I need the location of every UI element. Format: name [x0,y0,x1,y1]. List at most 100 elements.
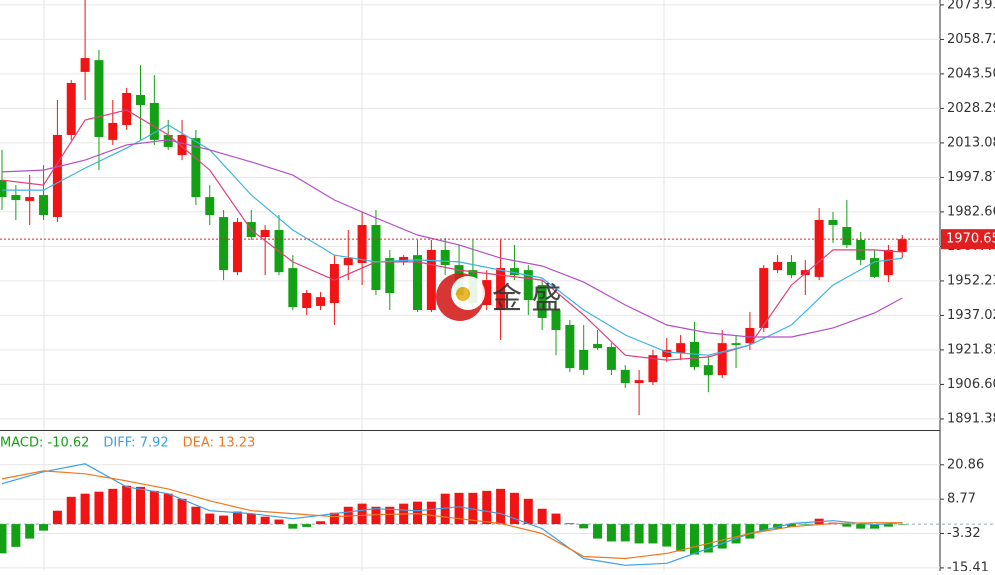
macd-bar [426,501,436,525]
macd-bar [634,524,644,544]
macd-bar [662,524,672,547]
y-tick-label: 1891.38 [947,411,995,426]
macd-bar [219,515,229,525]
y-tick-label: 1921.81 [947,342,995,357]
macd-bar [440,493,450,525]
macd-bar [122,485,132,525]
macd-bar [316,521,326,525]
macd-bar [856,524,866,529]
macd-bar [413,501,422,525]
macd-bar [482,490,492,525]
candle-body [108,122,118,140]
macd-bar [329,512,339,525]
candle-body [676,343,686,354]
macd-bar [551,513,561,525]
candle-body [66,83,76,135]
y-tick-label: -15.41 [947,560,989,571]
indicator-line [1,463,903,566]
candle-body [440,249,450,266]
candle-body [260,229,270,237]
candle-body [883,249,893,276]
candle-body [731,343,741,345]
candle-body [316,297,326,306]
macd-bar [25,524,35,539]
candle-body [385,258,395,294]
candle-body [371,224,381,291]
macd-bar [620,524,630,542]
macd-bar [11,524,21,547]
macd-bar [842,524,852,527]
y-tick-label: 1997.87 [947,170,995,185]
candle-body [786,261,796,276]
candle-body [357,224,367,264]
candle-body [205,197,215,215]
candle-body [25,197,35,201]
y-tick-label: 8.77 [947,492,976,507]
candle-body [11,195,21,201]
candle-body [0,180,7,198]
candle-body [745,327,755,344]
candle-body [523,270,533,301]
y-tick-label: 2043.50 [947,66,995,81]
macd-bar [274,519,284,525]
indicator-line [2,124,903,356]
macd-bar [897,524,907,525]
macd-bar [80,493,90,525]
candle-body [288,268,298,308]
macd-bar [52,510,62,525]
candle-body [122,92,132,125]
candle-body [496,268,506,311]
macd-bar [288,524,298,529]
macd-bar [94,491,104,525]
indicator-line [1,109,903,361]
candle-body [136,95,145,106]
macd-bar [537,508,547,525]
macd-bar [302,524,312,527]
macd-bar [371,506,381,525]
watermark: 金 盛 [436,273,562,321]
candle-body [39,195,49,215]
candle-body [703,365,713,376]
indicator-label: DIFF: 7.92 [103,436,168,451]
candle-body [191,138,201,198]
watermark-logo [456,287,470,301]
candle-body [897,239,907,252]
candle-body [177,134,187,156]
candle-body [579,349,589,370]
macd-bar [579,524,589,529]
candle-body [717,343,727,376]
candle-body [634,380,644,384]
candle-body [814,219,824,277]
candle-body [662,349,672,357]
macd-bar [759,524,769,531]
macd-bar [163,493,173,525]
indicator-line [1,139,903,338]
candle-body [94,60,104,137]
macd-bar [800,524,810,525]
y-tick-label: 2073.93 [947,0,995,12]
macd-bar [565,523,575,525]
macd-bar [606,524,616,542]
macd-bar [883,524,893,527]
candle-body [302,293,312,308]
macd-bar [108,488,118,525]
candle-body [80,58,90,72]
macd-bar [703,524,713,553]
macd-bar [260,516,270,525]
macd-bar [39,524,49,531]
candle-body [482,280,492,306]
indicator-line [1,470,903,560]
macd-bar [786,524,796,527]
macd-bar [385,506,395,525]
watermark-text: 金 盛 [492,282,562,317]
candle-body [551,310,561,330]
candle-body [842,227,852,245]
candle-body [759,268,769,328]
candle-body [149,102,159,140]
macd-bar [0,524,7,554]
macd-bar [496,488,506,525]
y-tick-label: 2028.29 [947,101,995,116]
last-price-label: 1970.65 [946,232,995,247]
y-tick-label: -3.32 [947,526,981,541]
